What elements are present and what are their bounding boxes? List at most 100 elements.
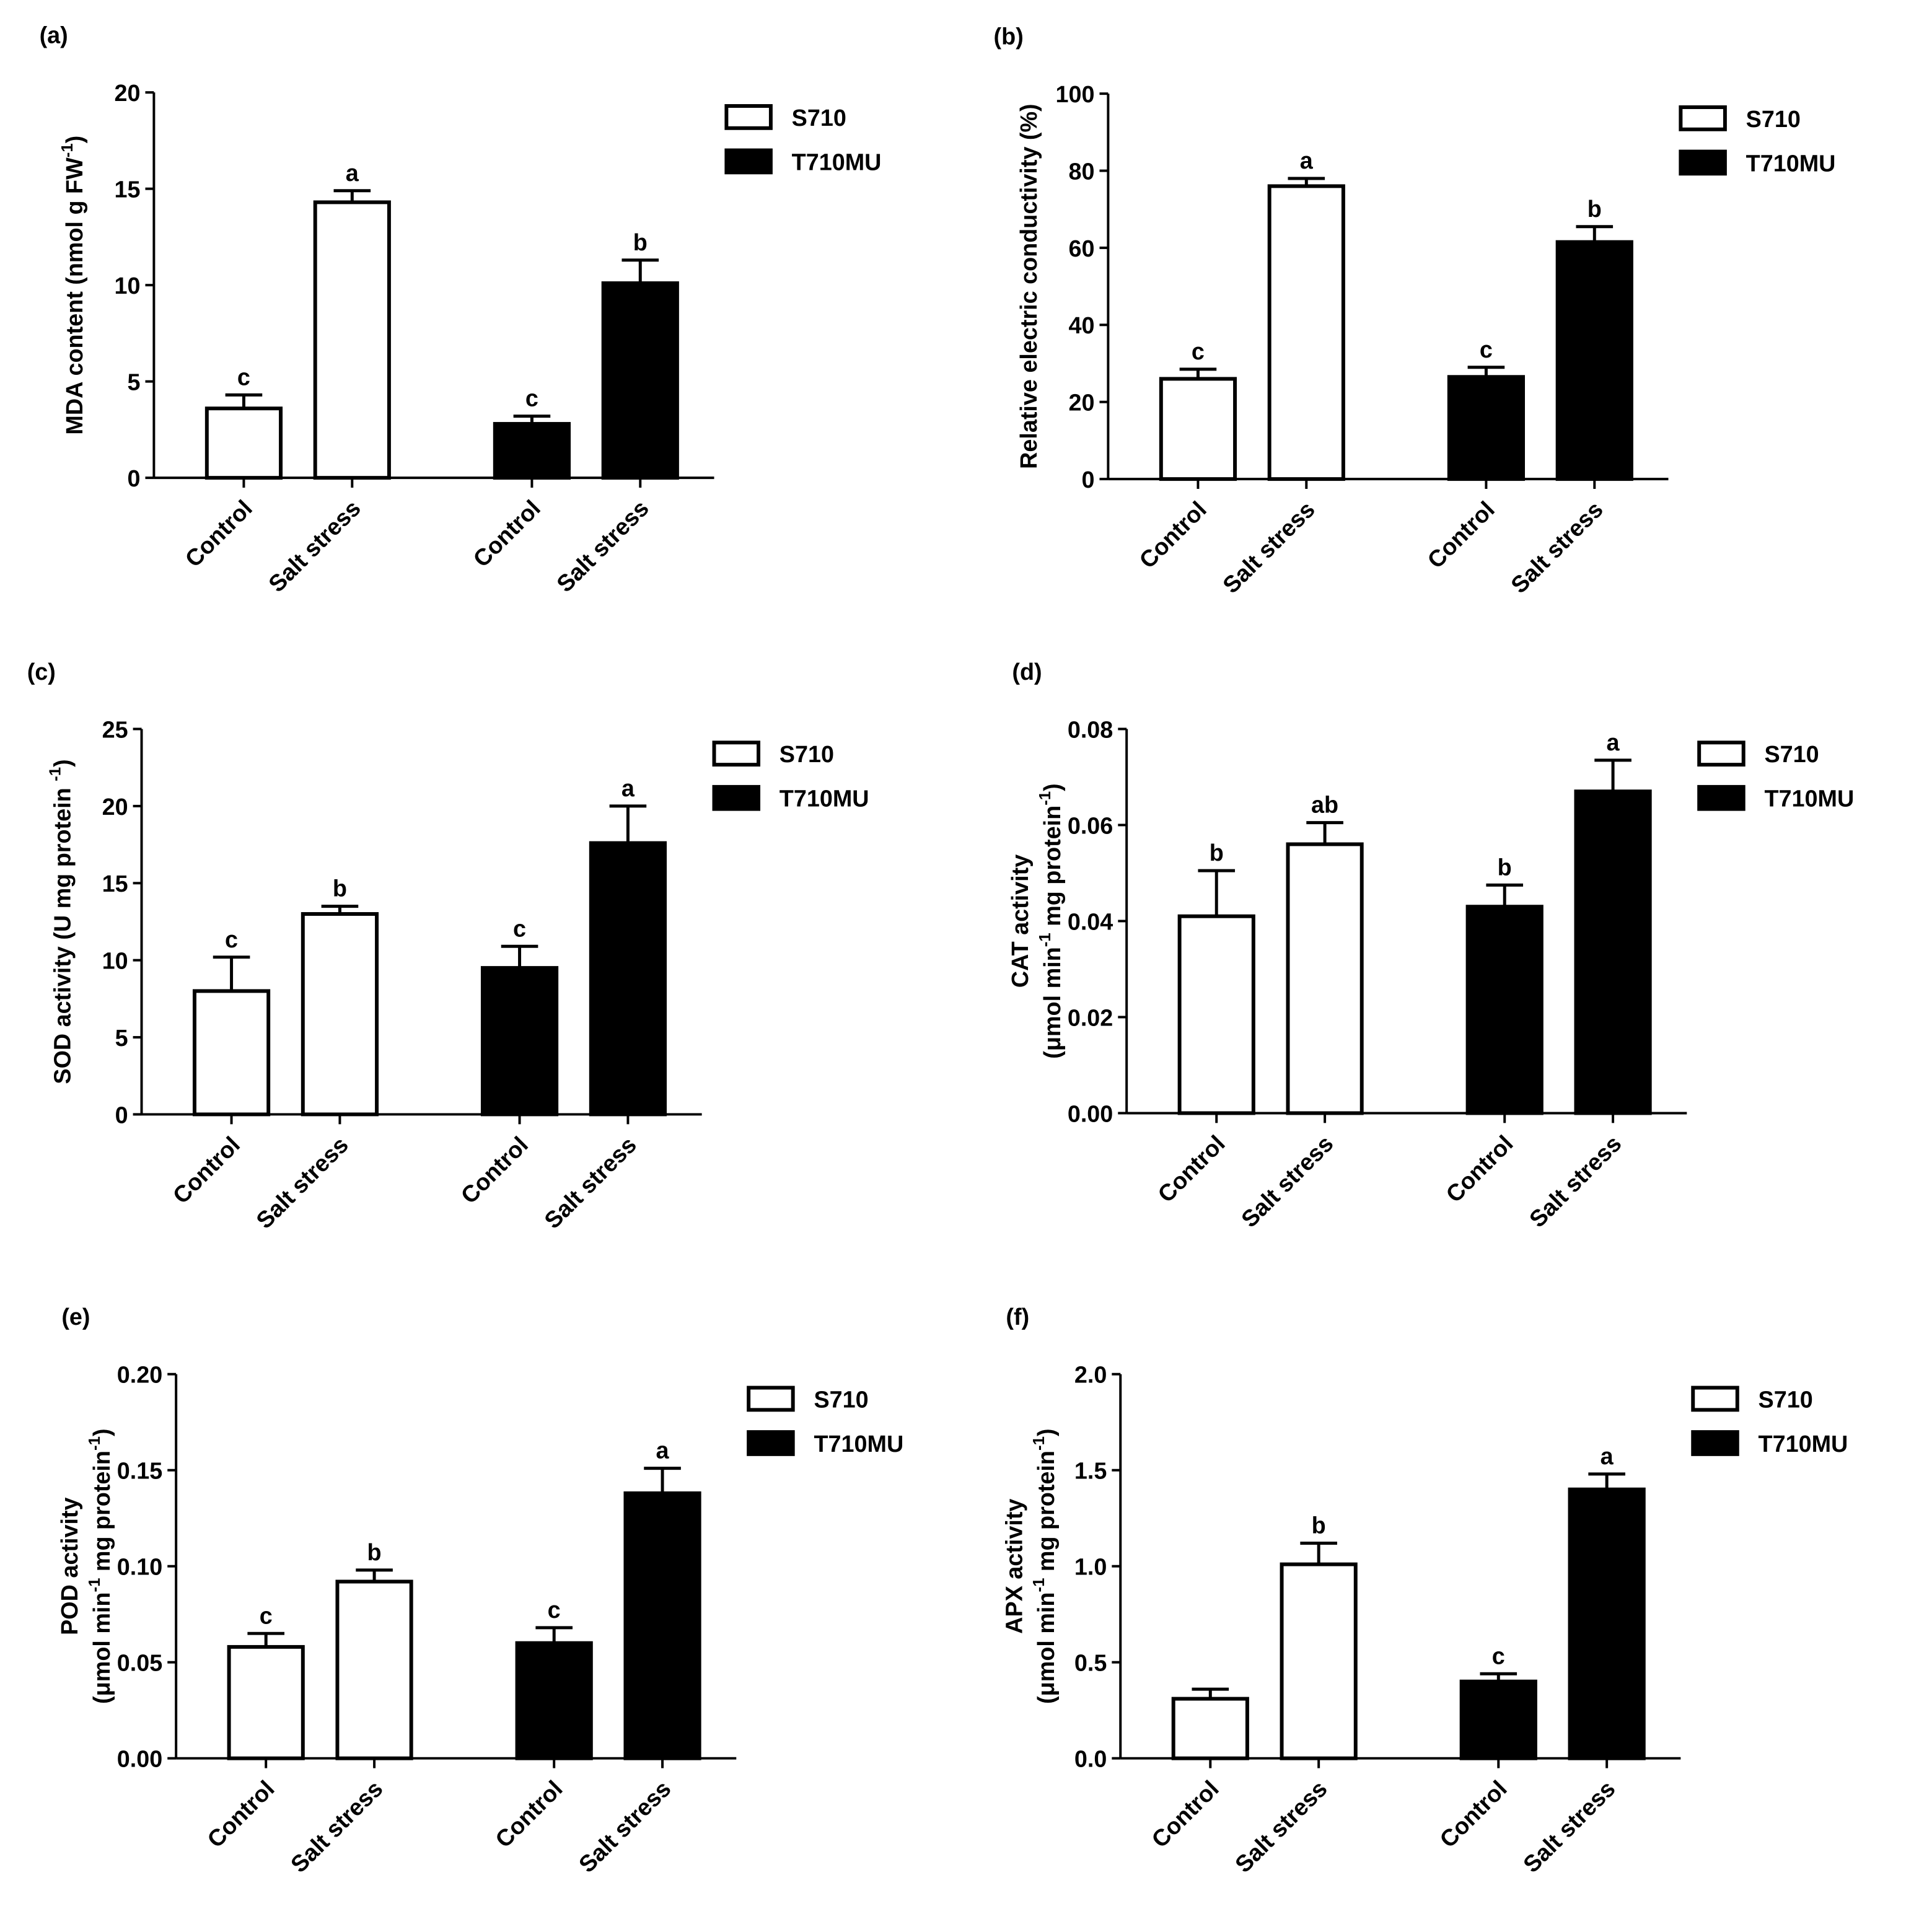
x-tick-label: Control [490, 1775, 568, 1853]
legend-swatch [1697, 740, 1746, 767]
panel-label: (e) [61, 1304, 90, 1330]
y-axis-label: Relative electric conductivity (%) [1016, 103, 1042, 469]
y-tick-label: 15 [102, 871, 128, 897]
y-tick-label: 0.20 [117, 1362, 162, 1388]
legend-label: S710 [780, 741, 834, 767]
legend-swatch [1691, 1430, 1739, 1456]
y-tick-label: 10 [102, 948, 128, 974]
y-axis-label: (μmol min-1 mg protein-1) [1037, 783, 1065, 1058]
x-tick-label: Salt stress [551, 495, 654, 597]
legend-label: T710MU [1759, 1431, 1848, 1457]
y-axis-label: (μmol min-1 mg protein-1) [1030, 1428, 1059, 1703]
bar [1574, 789, 1652, 1115]
significance-letter: b [333, 876, 347, 902]
y-axis-label-part: (μmol min [1039, 947, 1065, 1058]
panel-label: (b) [994, 24, 1024, 50]
legend-label: S710 [814, 1386, 868, 1412]
y-axis-label: CAT activity [1007, 854, 1033, 988]
legend-swatch [1691, 1385, 1739, 1412]
y-axis-label-sup: -1 [59, 143, 76, 157]
significance-letter: c [225, 926, 238, 952]
y-axis-label-part: mg protein [89, 1451, 115, 1578]
y-axis-label-part: ) [1039, 783, 1065, 791]
y-tick-label: 20 [115, 80, 141, 106]
legend-swatch [1697, 784, 1746, 811]
bar [1555, 240, 1633, 481]
y-tick-label: 5 [115, 1025, 128, 1051]
bar [1177, 914, 1255, 1115]
x-tick-label: Control [1434, 1775, 1512, 1853]
y-axis-label-sup: -1 [1030, 1578, 1048, 1592]
significance-letter: c [237, 364, 250, 390]
y-tick-label: 0.08 [1068, 716, 1113, 742]
x-tick-label: Salt stress [574, 1775, 676, 1877]
y-tick-label: 40 [1069, 312, 1095, 338]
x-tick-label: Salt stress [263, 495, 366, 597]
panel-label: (d) [1012, 659, 1042, 685]
significance-letter: b [633, 229, 648, 255]
y-tick-label: 2.0 [1074, 1362, 1107, 1388]
y-tick-label: 0.00 [1068, 1100, 1113, 1126]
y-axis-label-sup: -1 [86, 1578, 103, 1592]
significance-letter: b [367, 1539, 382, 1565]
x-tick-label: Control [468, 495, 545, 573]
panel: (b) 0 20 40 60 80 100 Relative electric conduct… [994, 24, 1836, 599]
y-tick-label: 1.0 [1074, 1554, 1107, 1580]
legend-swatch [1679, 105, 1727, 131]
y-axis-label-part: Relative electric conductivity (%) [1016, 103, 1042, 469]
x-tick-label: Salt stress [1524, 1130, 1627, 1232]
y-tick-label: 0.02 [1068, 1004, 1113, 1030]
legend-label: S710 [1746, 106, 1801, 132]
legend-swatch [747, 1430, 795, 1456]
panel-label: (f) [1006, 1304, 1029, 1330]
y-tick-label: 1.5 [1074, 1458, 1107, 1484]
significance-letter: a [1607, 729, 1620, 755]
bar [227, 1644, 305, 1760]
y-axis-label-sup: -1 [46, 767, 64, 781]
legend-label: T710MU [780, 786, 869, 812]
x-tick-label: Salt stress [251, 1131, 353, 1234]
significance-letter: c [1492, 1643, 1505, 1669]
significance-letter: b [1588, 196, 1602, 222]
panel-label: (c) [27, 659, 56, 685]
significance-letter: c [548, 1597, 561, 1623]
y-tick-label: 60 [1069, 235, 1095, 261]
x-tick-label: Control [1153, 1130, 1230, 1208]
x-tick-label: Salt stress [1518, 1775, 1620, 1877]
legend-swatch [724, 148, 773, 175]
bar [1568, 1487, 1646, 1760]
y-tick-label: 0.05 [117, 1650, 162, 1676]
legend-swatch [712, 784, 761, 811]
x-tick-label: Salt stress [1230, 1775, 1332, 1877]
y-tick-label: 5 [128, 369, 141, 395]
bar [480, 966, 559, 1117]
y-axis-label-sup: -1 [1037, 933, 1054, 947]
y-axis-label-part: mg protein [1039, 806, 1065, 933]
panel: (c) 0 5 10 15 20 25 SOD activity (U mg protein … [27, 659, 869, 1234]
bar [1159, 377, 1237, 481]
bar [623, 1491, 701, 1760]
bar [1280, 1562, 1358, 1760]
y-tick-label: 0.00 [117, 1746, 162, 1772]
x-tick-label: Salt stress [1236, 1130, 1338, 1232]
bar [1286, 842, 1364, 1115]
significance-letter: b [1312, 1513, 1326, 1539]
bar [1465, 905, 1544, 1115]
x-tick-label: Salt stress [1506, 496, 1608, 599]
y-axis-label-part: (μmol min [1033, 1592, 1059, 1704]
x-tick-label: Control [1422, 496, 1500, 574]
y-axis-label: MDA content (nmol g FW-1) [59, 136, 87, 435]
x-tick-label: Control [1134, 496, 1211, 574]
significance-letter: c [1480, 336, 1493, 362]
x-tick-label: Control [202, 1775, 279, 1853]
significance-letter: b [1210, 840, 1224, 866]
legend-label: S710 [792, 105, 846, 131]
y-tick-label: 0.04 [1068, 908, 1113, 934]
x-tick-label: Salt stress [286, 1775, 388, 1877]
bar [204, 406, 283, 480]
bar [493, 422, 571, 480]
y-axis-label-part: ) [89, 1428, 115, 1436]
